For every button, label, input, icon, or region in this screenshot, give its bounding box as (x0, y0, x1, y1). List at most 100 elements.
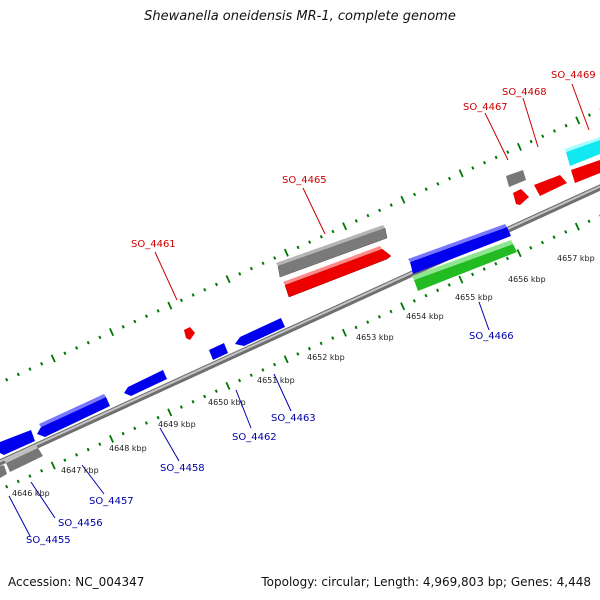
minor-tick (16, 372, 20, 377)
minor-tick (436, 182, 440, 186)
major-tick (283, 248, 289, 257)
minor-tick (249, 266, 253, 271)
rna-green[interactable] (414, 244, 517, 291)
cds-blue-5[interactable] (37, 397, 110, 437)
feature-cyan[interactable] (566, 140, 600, 166)
minor-tick (354, 325, 358, 330)
minor-tick (156, 415, 160, 420)
cds-blue-6[interactable] (0, 430, 35, 455)
gene-labels: SO_4461 SO_4465 SO_4467 SO_4468 SO_4469 SO_44… (26, 70, 596, 546)
minor-tick (98, 335, 102, 340)
ruler-label: 4655 kbp (455, 293, 493, 302)
gene-label-so4468[interactable]: SO_4468 (502, 87, 547, 98)
major-tick (109, 328, 115, 337)
major-tick (575, 116, 581, 125)
minor-tick (133, 319, 137, 324)
gene-label-so4465[interactable]: SO_4465 (282, 175, 327, 186)
minor-tick (86, 340, 90, 345)
gene-label-so4463[interactable]: SO_4463 (271, 413, 316, 424)
minor-tick (273, 256, 277, 260)
major-tick (167, 408, 173, 417)
ruler-label: 4652 kbp (307, 353, 345, 362)
minor-tick (471, 166, 475, 170)
minor-tick (366, 320, 370, 324)
minor-tick (203, 394, 207, 399)
gene-label-so4457[interactable]: SO_4457 (89, 496, 134, 507)
minor-tick (540, 240, 544, 245)
ruler-label: 4650 kbp (208, 398, 246, 407)
cds-so4461[interactable] (184, 327, 195, 340)
minor-tick (261, 368, 265, 372)
gene-label-so4462[interactable]: SO_4462 (232, 432, 277, 443)
minor-tick (366, 213, 370, 218)
gene-so4465-grey[interactable] (277, 227, 388, 278)
cds-so4465[interactable] (284, 248, 392, 298)
page-title: Shewanella oneidensis MR-1, complete gen… (144, 9, 456, 24)
gene-label-so4456[interactable]: SO_4456 (58, 518, 103, 529)
minor-tick (564, 123, 568, 128)
minor-tick (144, 421, 148, 425)
gene-label-so4466[interactable]: SO_4466 (469, 331, 514, 342)
gene-label-so4469[interactable]: SO_4469 (551, 70, 596, 81)
minor-tick (179, 405, 183, 409)
gene-so4467-grey[interactable] (506, 170, 526, 187)
gene-grey-rev-1-top (4, 445, 38, 463)
minor-tick (28, 367, 32, 371)
minor-tick (5, 484, 9, 489)
minor-tick (494, 155, 498, 160)
major-tick (167, 301, 173, 310)
minor-tick (5, 377, 9, 382)
major-tick (574, 222, 580, 231)
minor-tick (238, 272, 242, 276)
minor-tick (179, 298, 184, 303)
minor-tick (448, 176, 452, 181)
major-tick (458, 169, 464, 178)
cds-blue-1[interactable] (410, 227, 511, 274)
minor-tick (238, 378, 242, 383)
gene-label-so4458[interactable]: SO_4458 (160, 463, 205, 474)
cds-blue-4[interactable] (124, 370, 167, 396)
minor-tick (214, 389, 218, 393)
ruler-label: 4651 kbp (257, 376, 295, 385)
ruler-label: 4646 kbp (12, 489, 50, 498)
feature-layer (0, 137, 600, 478)
major-tick (283, 355, 289, 364)
minor-tick (505, 256, 510, 261)
gene-label-so4461[interactable]: SO_4461 (131, 239, 176, 250)
minor-tick (494, 261, 498, 266)
lower-tick-track (5, 214, 600, 489)
major-tick (516, 142, 522, 151)
minor-tick (424, 187, 428, 191)
gene-label-so4455[interactable]: SO_4455 (26, 535, 71, 546)
minor-tick (86, 447, 90, 452)
major-tick (516, 249, 522, 258)
minor-tick (331, 336, 335, 340)
cds-so4468[interactable] (534, 175, 567, 196)
gene-grey-rev-1[interactable] (6, 448, 43, 472)
minor-tick (552, 129, 556, 133)
minor-tick (506, 150, 510, 154)
cds-blue-2[interactable] (235, 318, 285, 346)
minor-tick (319, 235, 323, 239)
major-tick (50, 354, 56, 363)
minor-tick (389, 309, 393, 314)
minor-tick (261, 261, 265, 266)
minor-tick (482, 267, 486, 271)
minor-tick (16, 479, 20, 484)
cds-so4469[interactable] (571, 160, 600, 183)
cds-blue-3[interactable] (209, 343, 228, 360)
minor-tick (529, 139, 533, 144)
gene-label-so4467[interactable]: SO_4467 (463, 102, 508, 113)
upper-tick-track (5, 108, 600, 382)
major-tick (341, 328, 347, 337)
rna-green-top (412, 240, 513, 280)
minor-tick (587, 113, 591, 117)
major-tick (400, 195, 406, 204)
gene-grey-rev-2[interactable] (0, 465, 7, 478)
cds-blue-1-top (408, 224, 507, 262)
accession-text: Accession: NC_004347 (8, 575, 145, 589)
genome-summary-text: Topology: circular; Length: 4,969,803 bp… (261, 575, 591, 589)
cds-so4467[interactable] (513, 189, 529, 205)
minor-tick (144, 314, 149, 318)
